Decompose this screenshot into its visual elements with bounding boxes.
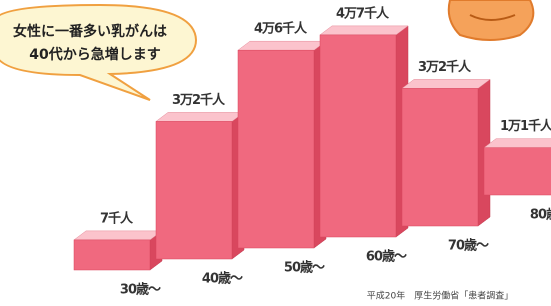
bar-front bbox=[156, 121, 232, 259]
category-label: 80歳〜 bbox=[530, 207, 551, 223]
value-label: 4万7千人 bbox=[336, 5, 390, 21]
bar-top bbox=[238, 41, 326, 50]
category-label: 40歳〜 bbox=[202, 271, 243, 287]
bar-top bbox=[320, 26, 408, 35]
bar bbox=[320, 26, 408, 237]
source: 平成20年 厚生労働省「患者調査」 bbox=[367, 290, 513, 302]
value-label: 3万2千人 bbox=[172, 92, 226, 108]
bar bbox=[74, 231, 162, 270]
bar-front bbox=[484, 148, 551, 195]
value-label: 3万2千人 bbox=[418, 59, 472, 75]
chart: 女性に一番多い乳がんは 40代から急増します 平成20年 厚生労働省「患者調査」… bbox=[0, 0, 551, 306]
value-label: 1万1千人 bbox=[500, 118, 551, 134]
category-label: 30歳〜 bbox=[120, 282, 161, 298]
person-illustration bbox=[449, 0, 534, 40]
category-label: 60歳〜 bbox=[366, 249, 407, 265]
bar-front bbox=[74, 240, 150, 270]
bubble-line: 女性に一番多い乳がんは bbox=[13, 23, 167, 40]
bar-top bbox=[402, 79, 490, 88]
bar bbox=[238, 41, 326, 248]
bar bbox=[402, 79, 490, 226]
bar-top bbox=[156, 112, 244, 121]
bar-top bbox=[484, 139, 551, 148]
bar bbox=[484, 139, 551, 195]
bar bbox=[156, 112, 244, 259]
bubble-line: 40代から急増します bbox=[29, 46, 160, 63]
bar-front bbox=[402, 88, 478, 226]
value-label: 7千人 bbox=[100, 210, 134, 226]
bar-front bbox=[320, 35, 396, 237]
value-label: 4万6千人 bbox=[254, 21, 308, 37]
speech-bubble: 女性に一番多い乳がんは 40代から急増します bbox=[0, 5, 196, 100]
category-label: 50歳〜 bbox=[284, 260, 325, 276]
category-label: 70歳〜 bbox=[448, 238, 489, 254]
bar-front bbox=[238, 50, 314, 248]
bar-top bbox=[74, 231, 162, 240]
